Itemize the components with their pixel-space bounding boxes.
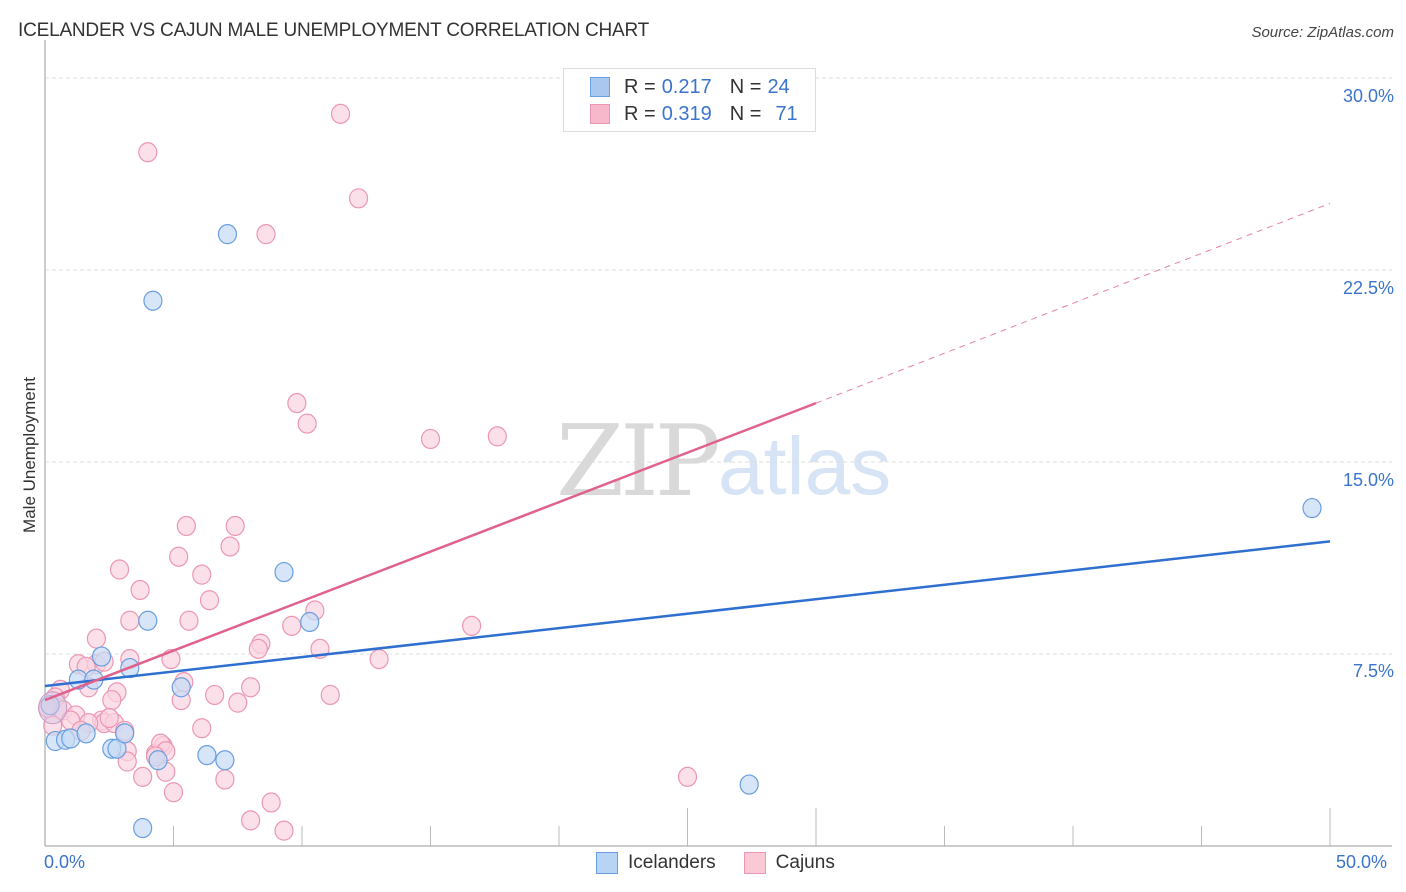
data-point[interactable] xyxy=(220,536,240,557)
data-point[interactable] xyxy=(274,820,294,841)
y-tick-7-5: 7.5% xyxy=(1352,661,1394,681)
data-point[interactable] xyxy=(215,750,235,771)
legend-item-icelanders[interactable]: Icelanders xyxy=(596,852,716,874)
data-point[interactable] xyxy=(197,745,217,766)
cajuns-points xyxy=(37,103,698,841)
data-point[interactable] xyxy=(217,224,238,245)
data-point[interactable] xyxy=(739,774,759,795)
data-point[interactable] xyxy=(109,559,130,580)
data-point[interactable] xyxy=(133,817,153,839)
series-legend: Icelanders Cajuns xyxy=(596,852,863,874)
watermark-atlas: atlas xyxy=(718,421,892,512)
cajuns-trend-line xyxy=(44,401,817,702)
data-point[interactable] xyxy=(115,723,135,744)
data-point[interactable] xyxy=(420,428,441,450)
source-label: Source: ZipAtlas.com xyxy=(1251,24,1394,41)
n-value: 24 xyxy=(767,75,790,98)
data-point[interactable] xyxy=(215,769,235,790)
data-point[interactable] xyxy=(76,723,96,744)
data-point[interactable] xyxy=(199,590,220,611)
data-point[interactable] xyxy=(120,610,140,631)
icelanders-swatch xyxy=(596,852,618,874)
data-point[interactable] xyxy=(487,426,507,447)
data-point[interactable] xyxy=(171,677,191,698)
cajuns-trend-extension xyxy=(815,202,1331,404)
n-label: N = xyxy=(729,102,762,125)
cajuns-swatch xyxy=(743,852,766,874)
data-point[interactable] xyxy=(91,646,112,667)
data-point[interactable] xyxy=(1302,497,1322,519)
chart-title: ICELANDER VS CAJUN MALE UNEMPLOYMENT COR… xyxy=(18,20,650,41)
y-tick-15: 15.0% xyxy=(1342,470,1394,490)
data-point[interactable] xyxy=(148,750,168,771)
cajuns-swatch xyxy=(590,104,610,124)
axes xyxy=(44,40,1392,847)
r-label: R = xyxy=(624,75,656,98)
data-point[interactable] xyxy=(205,684,225,706)
data-point[interactable] xyxy=(143,290,163,311)
n-value: 71 xyxy=(775,102,798,125)
legend-item-cajuns[interactable]: Cajuns xyxy=(743,852,835,874)
data-point[interactable] xyxy=(192,564,212,585)
data-point[interactable] xyxy=(228,692,248,713)
data-point[interactable] xyxy=(462,615,482,636)
data-point[interactable] xyxy=(369,649,389,670)
data-point[interactable] xyxy=(261,792,281,813)
data-point[interactable] xyxy=(282,615,302,636)
data-point[interactable] xyxy=(297,413,317,434)
data-point[interactable] xyxy=(274,561,294,583)
icelanders-trend-line xyxy=(44,540,1331,688)
data-point[interactable] xyxy=(241,810,261,831)
data-point[interactable] xyxy=(176,515,196,537)
legend-row-cajuns: R = 0.319 N = 71 xyxy=(590,102,798,126)
data-point[interactable] xyxy=(169,546,189,567)
data-point[interactable] xyxy=(300,611,320,633)
legend-row-icelanders: R = 0.217 N = 24 xyxy=(590,75,790,99)
data-point[interactable] xyxy=(102,689,122,711)
data-point[interactable] xyxy=(138,142,158,163)
trend-lines xyxy=(44,202,1331,702)
data-point[interactable] xyxy=(256,224,276,245)
gridlines xyxy=(45,77,1392,655)
data-point[interactable] xyxy=(330,103,351,124)
n-label: N = xyxy=(729,75,762,98)
data-point[interactable] xyxy=(163,782,184,803)
data-point[interactable] xyxy=(248,638,268,659)
data-point[interactable] xyxy=(130,579,150,601)
data-point[interactable] xyxy=(138,610,158,631)
correlation-legend: R = 0.217 N = 24 R = 0.319 N = 71 xyxy=(563,68,816,132)
watermark-zip: ZIP xyxy=(556,405,721,519)
data-point[interactable] xyxy=(320,684,340,706)
y-tick-30: 30.0% xyxy=(1342,86,1394,106)
data-point[interactable] xyxy=(192,718,212,739)
data-point[interactable] xyxy=(99,707,119,729)
data-point[interactable] xyxy=(348,188,369,209)
x-tick-0: 0.0% xyxy=(44,852,86,872)
data-point[interactable] xyxy=(225,515,245,537)
x-tick-50: 50.0% xyxy=(1336,852,1388,872)
data-point[interactable] xyxy=(241,677,261,698)
y-tick-22-5: 22.5% xyxy=(1342,278,1394,298)
icelanders-swatch xyxy=(590,77,610,97)
legend-label: Icelanders xyxy=(628,852,716,873)
r-label: R = xyxy=(624,102,656,125)
data-point[interactable] xyxy=(133,766,153,787)
r-value: 0.319 xyxy=(661,102,712,125)
data-point[interactable] xyxy=(287,393,307,414)
data-point[interactable] xyxy=(179,610,199,631)
r-value: 0.217 xyxy=(661,75,712,98)
data-point[interactable] xyxy=(86,628,107,649)
legend-label: Cajuns xyxy=(775,852,835,873)
data-point[interactable] xyxy=(677,766,698,787)
